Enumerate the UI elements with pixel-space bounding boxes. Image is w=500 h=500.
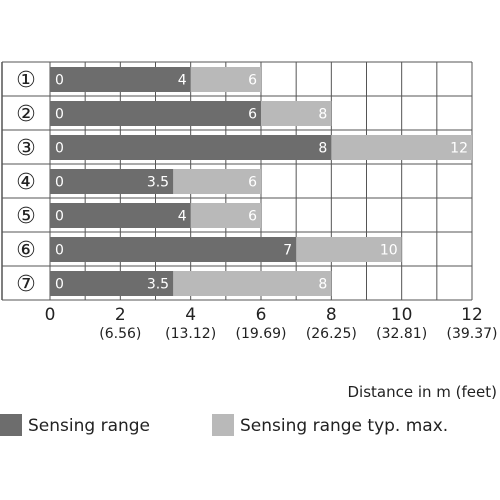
row-label: ② [16,102,36,127]
bar-start-label: 0 [55,209,64,225]
legend-label-typ-max: Sensing range typ. max. [240,416,448,436]
bar-start-label: 0 [55,73,64,89]
bar-sensing-range [50,101,261,126]
x-tick-label: 0 [45,305,56,325]
row-label: ⑦ [16,272,36,297]
bar-range-label: 8 [318,141,327,157]
x-tick-label: 12 [461,305,483,325]
bar-start-label: 0 [55,175,64,191]
bar-start-label: 0 [55,141,64,157]
bar-range-label: 3.5 [147,277,169,293]
legend-label-sensing-range: Sensing range [28,416,150,436]
bar-range-label: 6 [248,107,257,123]
x-axis: 0 2(6.56) 4(13.12) 6(19.69) 8(26.25) 10(32.81… [45,305,498,342]
bar-max-label: 8 [318,277,327,293]
bar-max-label: 6 [248,209,257,225]
bar-range-label: 7 [283,243,292,259]
x-tick-sublabel: (39.37) [446,326,497,342]
bar-start-label: 0 [55,107,64,123]
bar-start-label: 0 [55,277,64,293]
row-label: ⑤ [16,204,36,229]
bar-range-label: 3.5 [147,175,169,191]
bar-max-label: 12 [450,141,468,157]
bar-max-label: 6 [248,175,257,191]
row-label: ③ [16,136,36,161]
bar-sensing-range [50,169,174,194]
chart-legend: Sensing range Sensing range typ. max. [0,414,448,436]
bar-sensing-range [50,237,297,262]
bar-sensing-range [50,135,332,160]
bar-range-label: 4 [178,209,187,225]
x-tick-sublabel: (13.12) [165,326,216,342]
x-tick-label: 6 [256,305,267,325]
bar-max-label: 6 [248,73,257,89]
bar-sensing-range [50,67,191,92]
row-label: ④ [16,170,36,195]
row-label: ① [16,68,36,93]
x-tick-label: 10 [391,305,413,325]
bar-sensing-range [50,203,191,228]
x-tick-sublabel: (32.81) [376,326,427,342]
x-axis-title: Distance in m (feet) [347,383,497,401]
row-label: ⑥ [16,238,36,263]
bar-range-label: 4 [178,73,187,89]
bar-start-label: 0 [55,243,64,259]
legend-swatch-typ-max [212,414,234,436]
x-tick-label: 8 [326,305,337,325]
bar-sensing-range [50,271,174,296]
bar-max-label: 8 [318,107,327,123]
chart-row-labels: ① ② ③ ④ ⑤ ⑥ ⑦ [16,68,36,297]
x-tick-sublabel: (19.69) [235,326,286,342]
x-tick-sublabel: (26.25) [306,326,357,342]
legend-swatch-sensing-range [0,414,22,436]
x-tick-sublabel: (6.56) [99,326,141,342]
x-tick-label: 2 [115,305,126,325]
chart-bars: 0 4 6 0 6 8 0 8 12 0 3.5 6 0 4 6 0 7 10 0 3.5 8 [50,67,472,296]
x-tick-label: 4 [185,305,196,325]
bar-max-label: 10 [380,243,398,259]
